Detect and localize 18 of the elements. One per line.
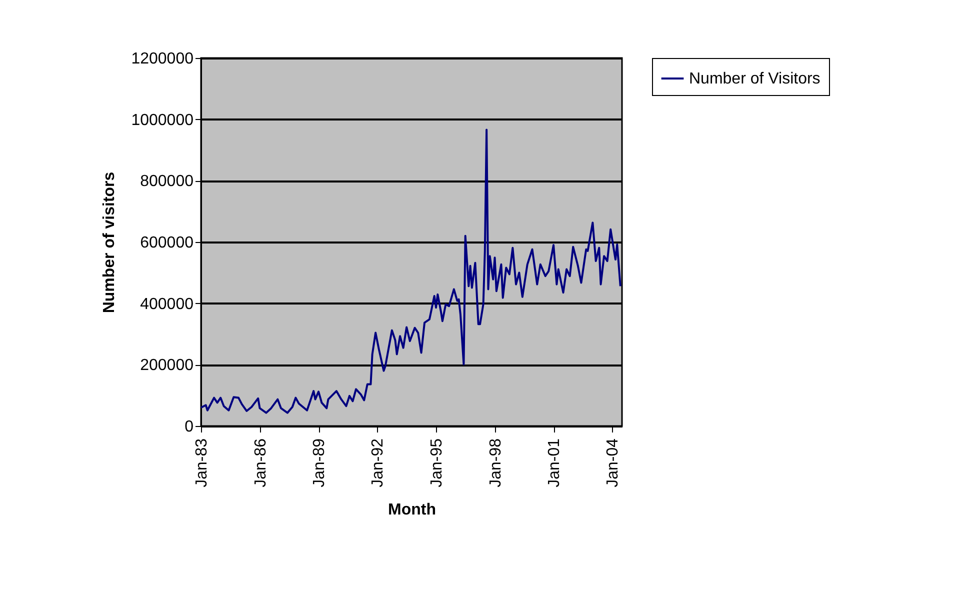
x-tick-label: Jan-89 — [311, 438, 328, 488]
x-tick-label: Jan-92 — [370, 438, 387, 488]
y-tick-label: 1000000 — [131, 112, 194, 129]
y-tick-label: 0 — [184, 418, 194, 436]
legend-label: Number of Visitors — [689, 70, 820, 88]
y-tick-label: 600000 — [140, 234, 194, 252]
x-tick-label: Jan-04 — [604, 438, 622, 488]
y-tick-label: 1200000 — [131, 50, 194, 68]
x-tick-label: Jan-01 — [546, 438, 564, 488]
y-tick-label: 200000 — [140, 357, 194, 374]
y-tick-label: 400000 — [140, 296, 194, 313]
x-axis-title: Month — [388, 501, 436, 518]
x-tick-label: Jan-95 — [428, 438, 446, 488]
x-tick-label: Jan-86 — [252, 438, 270, 488]
x-tick-label: Jan-83 — [194, 438, 210, 488]
y-axis-title: Number of visitors — [101, 172, 118, 314]
x-tick-label: Jan-98 — [487, 438, 504, 488]
y-tick-label: 800000 — [140, 173, 194, 190]
